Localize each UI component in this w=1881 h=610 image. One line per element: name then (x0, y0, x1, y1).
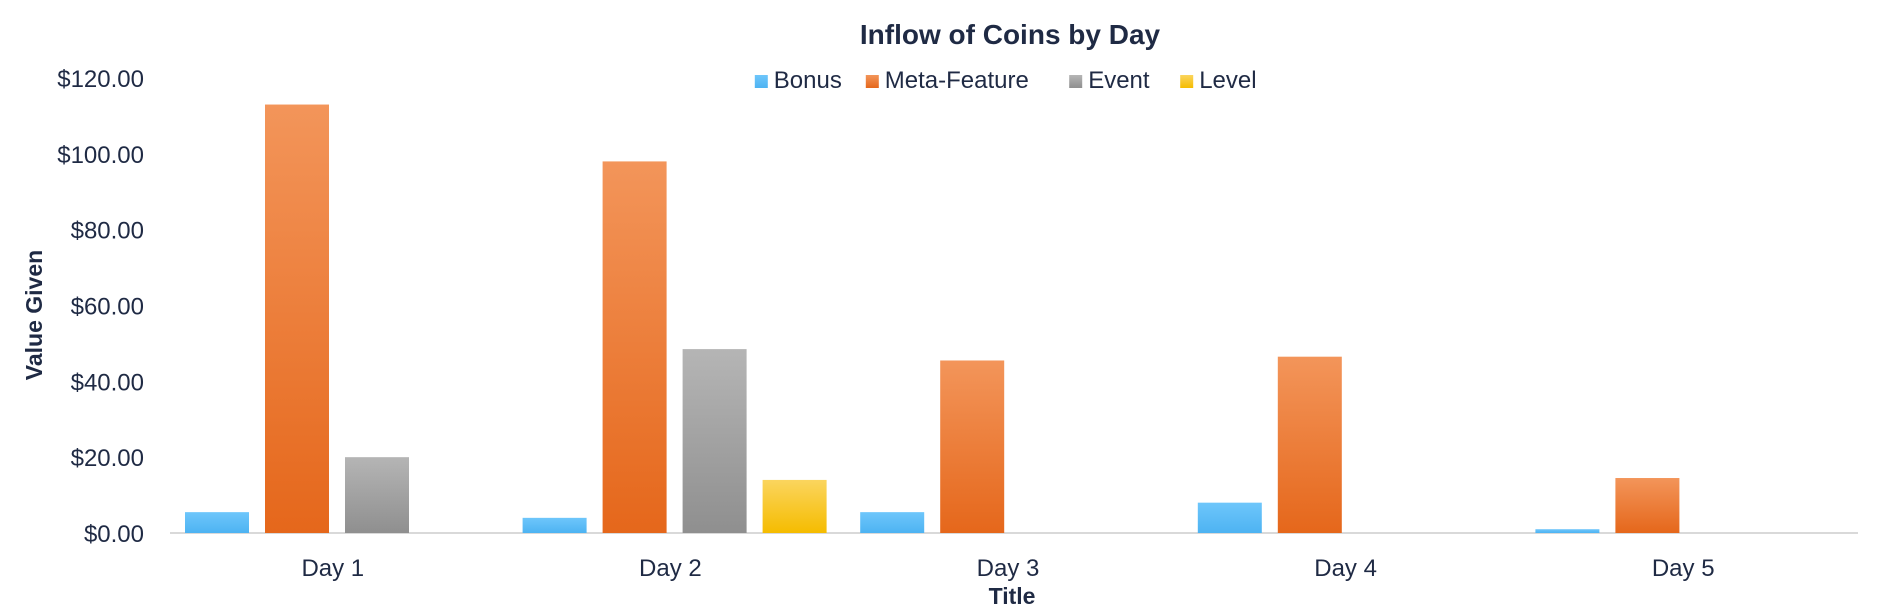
x-axis-title: Title (989, 583, 1036, 609)
legend-swatch-event (1069, 75, 1083, 88)
legend-label-event: Event (1088, 67, 1150, 94)
bar-event-day-2 (682, 349, 747, 533)
legend-swatch-meta-feature (865, 75, 879, 88)
bar-bonus-day-1 (185, 512, 249, 533)
bar-bonus-day-5 (1535, 529, 1600, 533)
x-axis: Day 1 Day 2 Day 3 Day 4 Day 5 (170, 532, 1858, 582)
bar-level-day-2 (762, 479, 827, 533)
x-tick-label: Day 1 (301, 555, 364, 582)
bar-bonus-day-4 (1197, 502, 1262, 533)
y-tick-label: $80.00 (71, 218, 144, 245)
bar-bonus-day-2 (522, 517, 587, 533)
x-tick-label: Day 2 (639, 555, 702, 582)
bar-meta-feature-day-5 (1615, 478, 1680, 533)
y-axis-title: Value Given (21, 250, 47, 380)
bar-meta-feature-day-1 (265, 104, 329, 534)
x-tick-label: Day 3 (977, 555, 1040, 582)
bar-meta-feature-day-3 (940, 360, 1005, 533)
y-tick-label: $60.00 (71, 294, 144, 321)
legend: Bonus Meta-Feature Event Level (754, 67, 1257, 94)
y-tick-label: $120.00 (57, 66, 144, 93)
legend-label-bonus: Bonus (774, 67, 842, 94)
chart-title: Inflow of Coins by Day (860, 19, 1161, 50)
y-tick-label: $40.00 (71, 369, 144, 396)
bar-meta-feature-day-2 (602, 161, 667, 533)
y-axis: $0.00 $20.00 $40.00 $60.00 $80.00 $100.00 $120… (57, 66, 144, 548)
y-tick-label: $20.00 (71, 445, 144, 472)
bar-bonus-day-3 (860, 512, 925, 533)
legend-label-meta-feature: Meta-Feature (885, 67, 1029, 94)
bars (185, 104, 1680, 534)
bar-event-day-1 (345, 457, 409, 533)
x-tick-label: Day 5 (1652, 555, 1715, 582)
legend-swatch-level (1180, 75, 1194, 88)
x-tick-label: Day 4 (1314, 555, 1377, 582)
bar-meta-feature-day-4 (1277, 356, 1342, 533)
legend-swatch-bonus (754, 75, 768, 88)
y-tick-label: $0.00 (84, 521, 144, 548)
legend-label-level: Level (1199, 67, 1256, 94)
y-tick-label: $100.00 (57, 142, 144, 169)
